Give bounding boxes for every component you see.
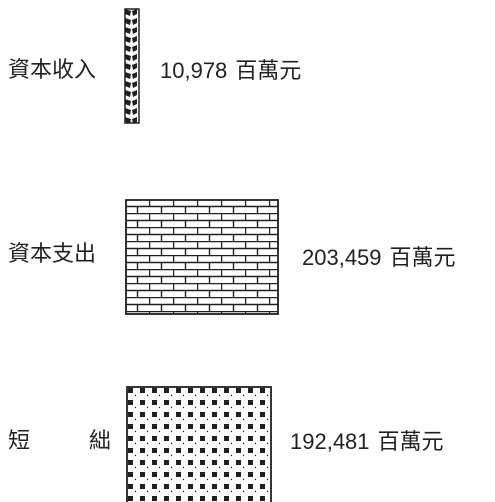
capital-expenditure-label: 資本支出 [8,242,97,267]
deficit-label-part1: 短 [8,429,31,454]
deficit-bar [126,386,272,502]
deficit-label-part2: 絀 [89,429,112,454]
capital-expenditure-value-line: 203,459 百萬元 [302,247,456,270]
capital-revenue-value-line: 10,978 百萬元 [160,60,301,83]
capital-expenditure-unit: 百萬元 [389,246,456,271]
capital-expenditure-bar [125,199,279,315]
deficit-unit: 百萬元 [377,430,444,455]
capital-revenue-value: 10,978 [160,58,228,83]
capital-revenue-unit: 百萬元 [235,59,302,84]
deficit-value: 192,481 [290,429,370,454]
deficit-value-line: 192,481 百萬元 [290,431,444,454]
capital-revenue-bar [124,8,140,124]
capital-expenditure-value: 203,459 [302,245,382,270]
capital-revenue-label: 資本收入 [8,58,97,83]
